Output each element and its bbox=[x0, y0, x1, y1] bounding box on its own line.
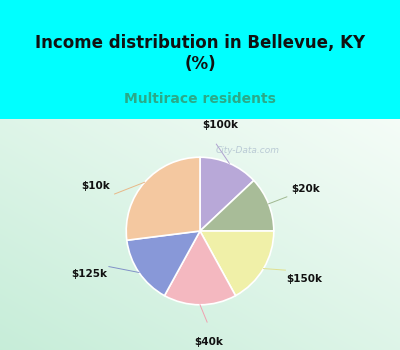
Text: $20k: $20k bbox=[292, 184, 320, 194]
Wedge shape bbox=[127, 231, 200, 296]
Wedge shape bbox=[200, 157, 254, 231]
Text: $100k: $100k bbox=[202, 120, 238, 130]
Wedge shape bbox=[200, 231, 274, 296]
Text: $40k: $40k bbox=[194, 337, 223, 347]
Text: City-Data.com: City-Data.com bbox=[216, 146, 280, 155]
Wedge shape bbox=[126, 157, 200, 240]
Text: $150k: $150k bbox=[286, 274, 322, 284]
Text: $125k: $125k bbox=[71, 270, 107, 279]
Text: $10k: $10k bbox=[82, 181, 110, 191]
Text: Income distribution in Bellevue, KY
(%): Income distribution in Bellevue, KY (%) bbox=[35, 34, 365, 72]
Wedge shape bbox=[164, 231, 236, 305]
Text: Multirace residents: Multirace residents bbox=[124, 92, 276, 106]
Wedge shape bbox=[200, 181, 274, 231]
